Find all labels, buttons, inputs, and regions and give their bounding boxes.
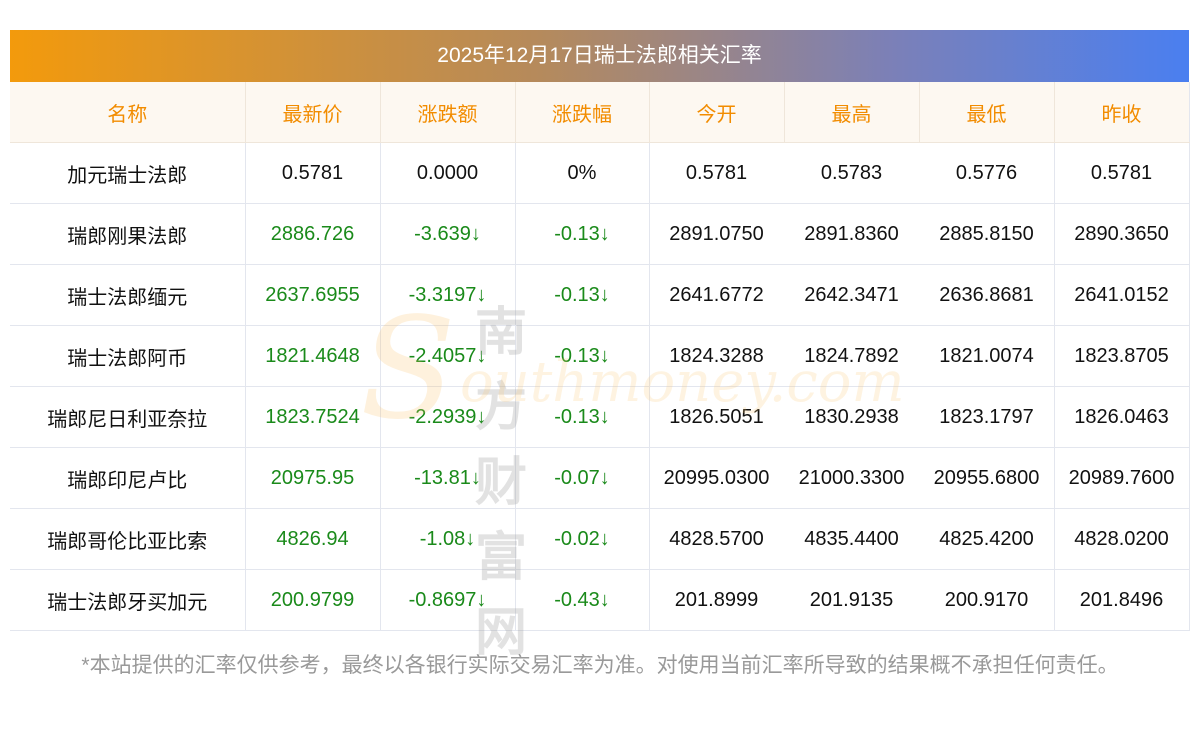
column-header: 涨跌额	[380, 82, 516, 143]
prev-close: 4828.0200	[1054, 508, 1190, 570]
latest-price: 1821.4648	[245, 325, 381, 387]
disclaimer-note: *本站提供的汇率仅供参考，最终以各银行实际交易汇率为准。对使用当前汇率所导致的结…	[81, 654, 1119, 677]
column-header: 最低	[919, 82, 1055, 143]
latest-price: 0.5781	[245, 142, 381, 204]
change-amount: -0.8697↓	[380, 569, 516, 631]
currency-pair-name: 瑞士法郎阿币	[10, 325, 246, 387]
low-price: 0.5776	[919, 142, 1055, 204]
change-percent: -0.13↓	[515, 203, 650, 265]
change-amount: -3.3197↓	[380, 264, 516, 326]
prev-close: 20989.7600	[1054, 447, 1190, 509]
table-row: 瑞郎哥伦比亚比索 4826.94 -1.08↓ -0.02↓ 4828.5700 4835…	[10, 508, 1190, 570]
low-price: 200.9170	[919, 569, 1055, 631]
change-percent: -0.02↓	[515, 508, 650, 570]
high-price: 4835.4400	[784, 508, 919, 570]
table-row: 瑞郎印尼卢比 20975.95 -13.81↓ -0.07↓ 20995.0300 210…	[10, 447, 1190, 509]
prev-close: 2890.3650	[1054, 203, 1190, 265]
column-header: 涨跌幅	[515, 82, 650, 143]
table-row: 瑞士法郎牙买加元 200.9799 -0.8697↓ -0.43↓ 201.8999 20…	[10, 569, 1190, 631]
table-row: 瑞郎尼日利亚奈拉 1823.7524 -2.2939↓ -0.13↓ 1826.5051…	[10, 386, 1190, 448]
open-price: 1824.3288	[649, 325, 784, 387]
change-percent: -0.13↓	[515, 386, 650, 448]
currency-pair-name: 瑞郎哥伦比亚比索	[10, 508, 246, 570]
low-price: 20955.6800	[919, 447, 1055, 509]
high-price: 201.9135	[784, 569, 919, 631]
high-price: 1830.2938	[784, 386, 919, 448]
latest-price: 2886.726	[245, 203, 381, 265]
open-price: 0.5781	[649, 142, 784, 204]
prev-close: 201.8496	[1054, 569, 1190, 631]
latest-price: 1823.7524	[245, 386, 381, 448]
column-header: 最高	[784, 82, 920, 143]
open-price: 4828.5700	[649, 508, 784, 570]
low-price: 2885.8150	[919, 203, 1055, 265]
change-percent: -0.07↓	[515, 447, 650, 509]
prev-close: 2641.0152	[1054, 264, 1190, 326]
latest-price: 2637.6955	[245, 264, 381, 326]
change-amount: -3.639↓	[380, 203, 516, 265]
exchange-rate-table: 名称 最新价 涨跌额 涨跌幅 今开 最高 最低 昨收 加元瑞士法郎 0.5781 0.0000 0%…	[10, 82, 1190, 631]
latest-price: 200.9799	[245, 569, 381, 631]
latest-price: 20975.95	[245, 447, 381, 509]
high-price: 0.5783	[784, 142, 919, 204]
change-percent: -0.43↓	[515, 569, 650, 631]
prev-close: 1823.8705	[1054, 325, 1190, 387]
currency-pair-name: 瑞士法郎牙买加元	[10, 569, 246, 631]
open-price: 2891.0750	[649, 203, 784, 265]
high-price: 1824.7892	[784, 325, 919, 387]
change-percent: 0%	[515, 142, 650, 204]
table-row: 加元瑞士法郎 0.5781 0.0000 0% 0.5781 0.5783 0.5776 0.…	[10, 142, 1190, 204]
currency-pair-name: 瑞郎印尼卢比	[10, 447, 246, 509]
column-header: 昨收	[1054, 82, 1190, 143]
change-amount: 0.0000	[380, 142, 516, 204]
table-row: 瑞士法郎阿币 1821.4648 -2.4057↓ -0.13↓ 1824.3288 18…	[10, 325, 1190, 387]
high-price: 21000.3300	[784, 447, 919, 509]
column-header: 最新价	[245, 82, 381, 143]
change-percent: -0.13↓	[515, 264, 650, 326]
change-amount: -1.08↓	[380, 508, 516, 570]
currency-pair-name: 瑞士法郎缅元	[10, 264, 246, 326]
open-price: 20995.0300	[649, 447, 784, 509]
open-price: 201.8999	[649, 569, 784, 631]
prev-close: 0.5781	[1054, 142, 1190, 204]
column-header: 名称	[10, 82, 246, 143]
currency-pair-name: 瑞郎尼日利亚奈拉	[10, 386, 246, 448]
high-price: 2891.8360	[784, 203, 919, 265]
table-row: 瑞郎刚果法郎 2886.726 -3.639↓ -0.13↓ 2891.0750 2891…	[10, 203, 1190, 265]
low-price: 1821.0074	[919, 325, 1055, 387]
change-percent: -0.13↓	[515, 325, 650, 387]
low-price: 4825.4200	[919, 508, 1055, 570]
latest-price: 4826.94	[245, 508, 381, 570]
currency-pair-name: 瑞郎刚果法郎	[10, 203, 246, 265]
open-price: 1826.5051	[649, 386, 784, 448]
low-price: 1823.1797	[919, 386, 1055, 448]
low-price: 2636.8681	[919, 264, 1055, 326]
prev-close: 1826.0463	[1054, 386, 1190, 448]
open-price: 2641.6772	[649, 264, 784, 326]
table-title: 2025年12月17日瑞士法郎相关汇率	[10, 30, 1189, 82]
header-row: 名称 最新价 涨跌额 涨跌幅 今开 最高 最低 昨收	[10, 82, 1190, 143]
table-row: 瑞士法郎缅元 2637.6955 -3.3197↓ -0.13↓ 2641.6772 26…	[10, 264, 1190, 326]
currency-pair-name: 加元瑞士法郎	[10, 142, 246, 204]
column-header: 今开	[649, 82, 785, 143]
change-amount: -2.2939↓	[380, 386, 516, 448]
change-amount: -13.81↓	[380, 447, 516, 509]
high-price: 2642.3471	[784, 264, 919, 326]
change-amount: -2.4057↓	[380, 325, 516, 387]
